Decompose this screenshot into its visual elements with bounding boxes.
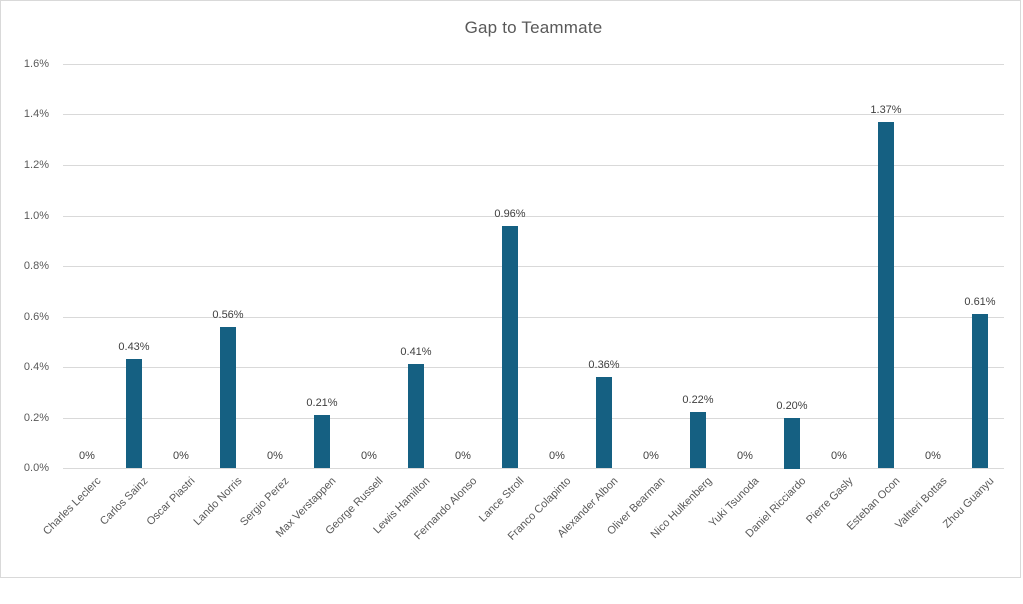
chart-title: Gap to Teammate [464, 18, 603, 37]
bar[interactable] [784, 418, 800, 469]
bar[interactable] [220, 327, 236, 468]
bar-value-label: 0% [267, 450, 283, 462]
bar[interactable] [126, 359, 142, 468]
bar-value-label: 0% [737, 450, 753, 462]
bar-value-label: 0% [79, 450, 95, 462]
gridline [63, 317, 1004, 318]
gridline [63, 165, 1004, 166]
bar-value-label: 0.43% [118, 341, 150, 353]
bar-value-label: 0% [173, 450, 189, 462]
bar[interactable] [878, 122, 894, 468]
chart-container: Gap to Teammate 0.0% 0.2% 0.4% 0.6% 0.8% 1.0%… [0, 0, 1021, 578]
bar-value-label: 0.20% [776, 400, 808, 412]
bar[interactable] [408, 364, 424, 468]
gridline [63, 216, 1004, 217]
bar-value-label: 0.61% [964, 296, 996, 308]
y-axis-tick-label: 0.2% [23, 412, 49, 424]
bar[interactable] [314, 415, 330, 468]
bar-value-label: 0.56% [212, 309, 244, 321]
gridline [63, 367, 1004, 368]
bar[interactable] [690, 412, 706, 468]
y-axis-tick-label: 1.2% [23, 159, 49, 171]
bar-value-label: 0% [361, 450, 377, 462]
bar-value-label: 0.21% [306, 397, 338, 409]
bar-value-label: 0% [549, 450, 565, 462]
bar-value-label: 0% [925, 450, 941, 462]
bar-value-label: 0.36% [588, 359, 620, 371]
bar[interactable] [972, 314, 988, 468]
bar-value-label: 0% [831, 450, 847, 462]
bar-value-label: 0.22% [682, 394, 714, 406]
bar[interactable] [596, 377, 612, 468]
y-axis-tick-label: 1.4% [23, 108, 49, 120]
y-axis-tick-label: 1.0% [23, 210, 49, 222]
gridline [63, 418, 1004, 419]
bar-value-label: 0.96% [494, 208, 526, 220]
bar-value-label: 0.41% [400, 346, 432, 358]
bar-value-label: 0% [455, 450, 471, 462]
bar-value-label: 1.37% [870, 104, 902, 116]
bar[interactable] [502, 226, 518, 468]
gridline [63, 114, 1004, 115]
y-axis-tick-label: 0.6% [23, 311, 49, 323]
y-axis-tick-label: 0.0% [23, 462, 49, 474]
bar-value-label: 0% [643, 450, 659, 462]
x-axis-line [63, 468, 1004, 469]
y-axis-tick-label: 0.4% [23, 361, 49, 373]
gridline [63, 266, 1004, 267]
y-axis-tick-label: 0.8% [23, 260, 49, 272]
gridline [63, 64, 1004, 65]
y-axis-tick-label: 1.6% [23, 58, 49, 70]
